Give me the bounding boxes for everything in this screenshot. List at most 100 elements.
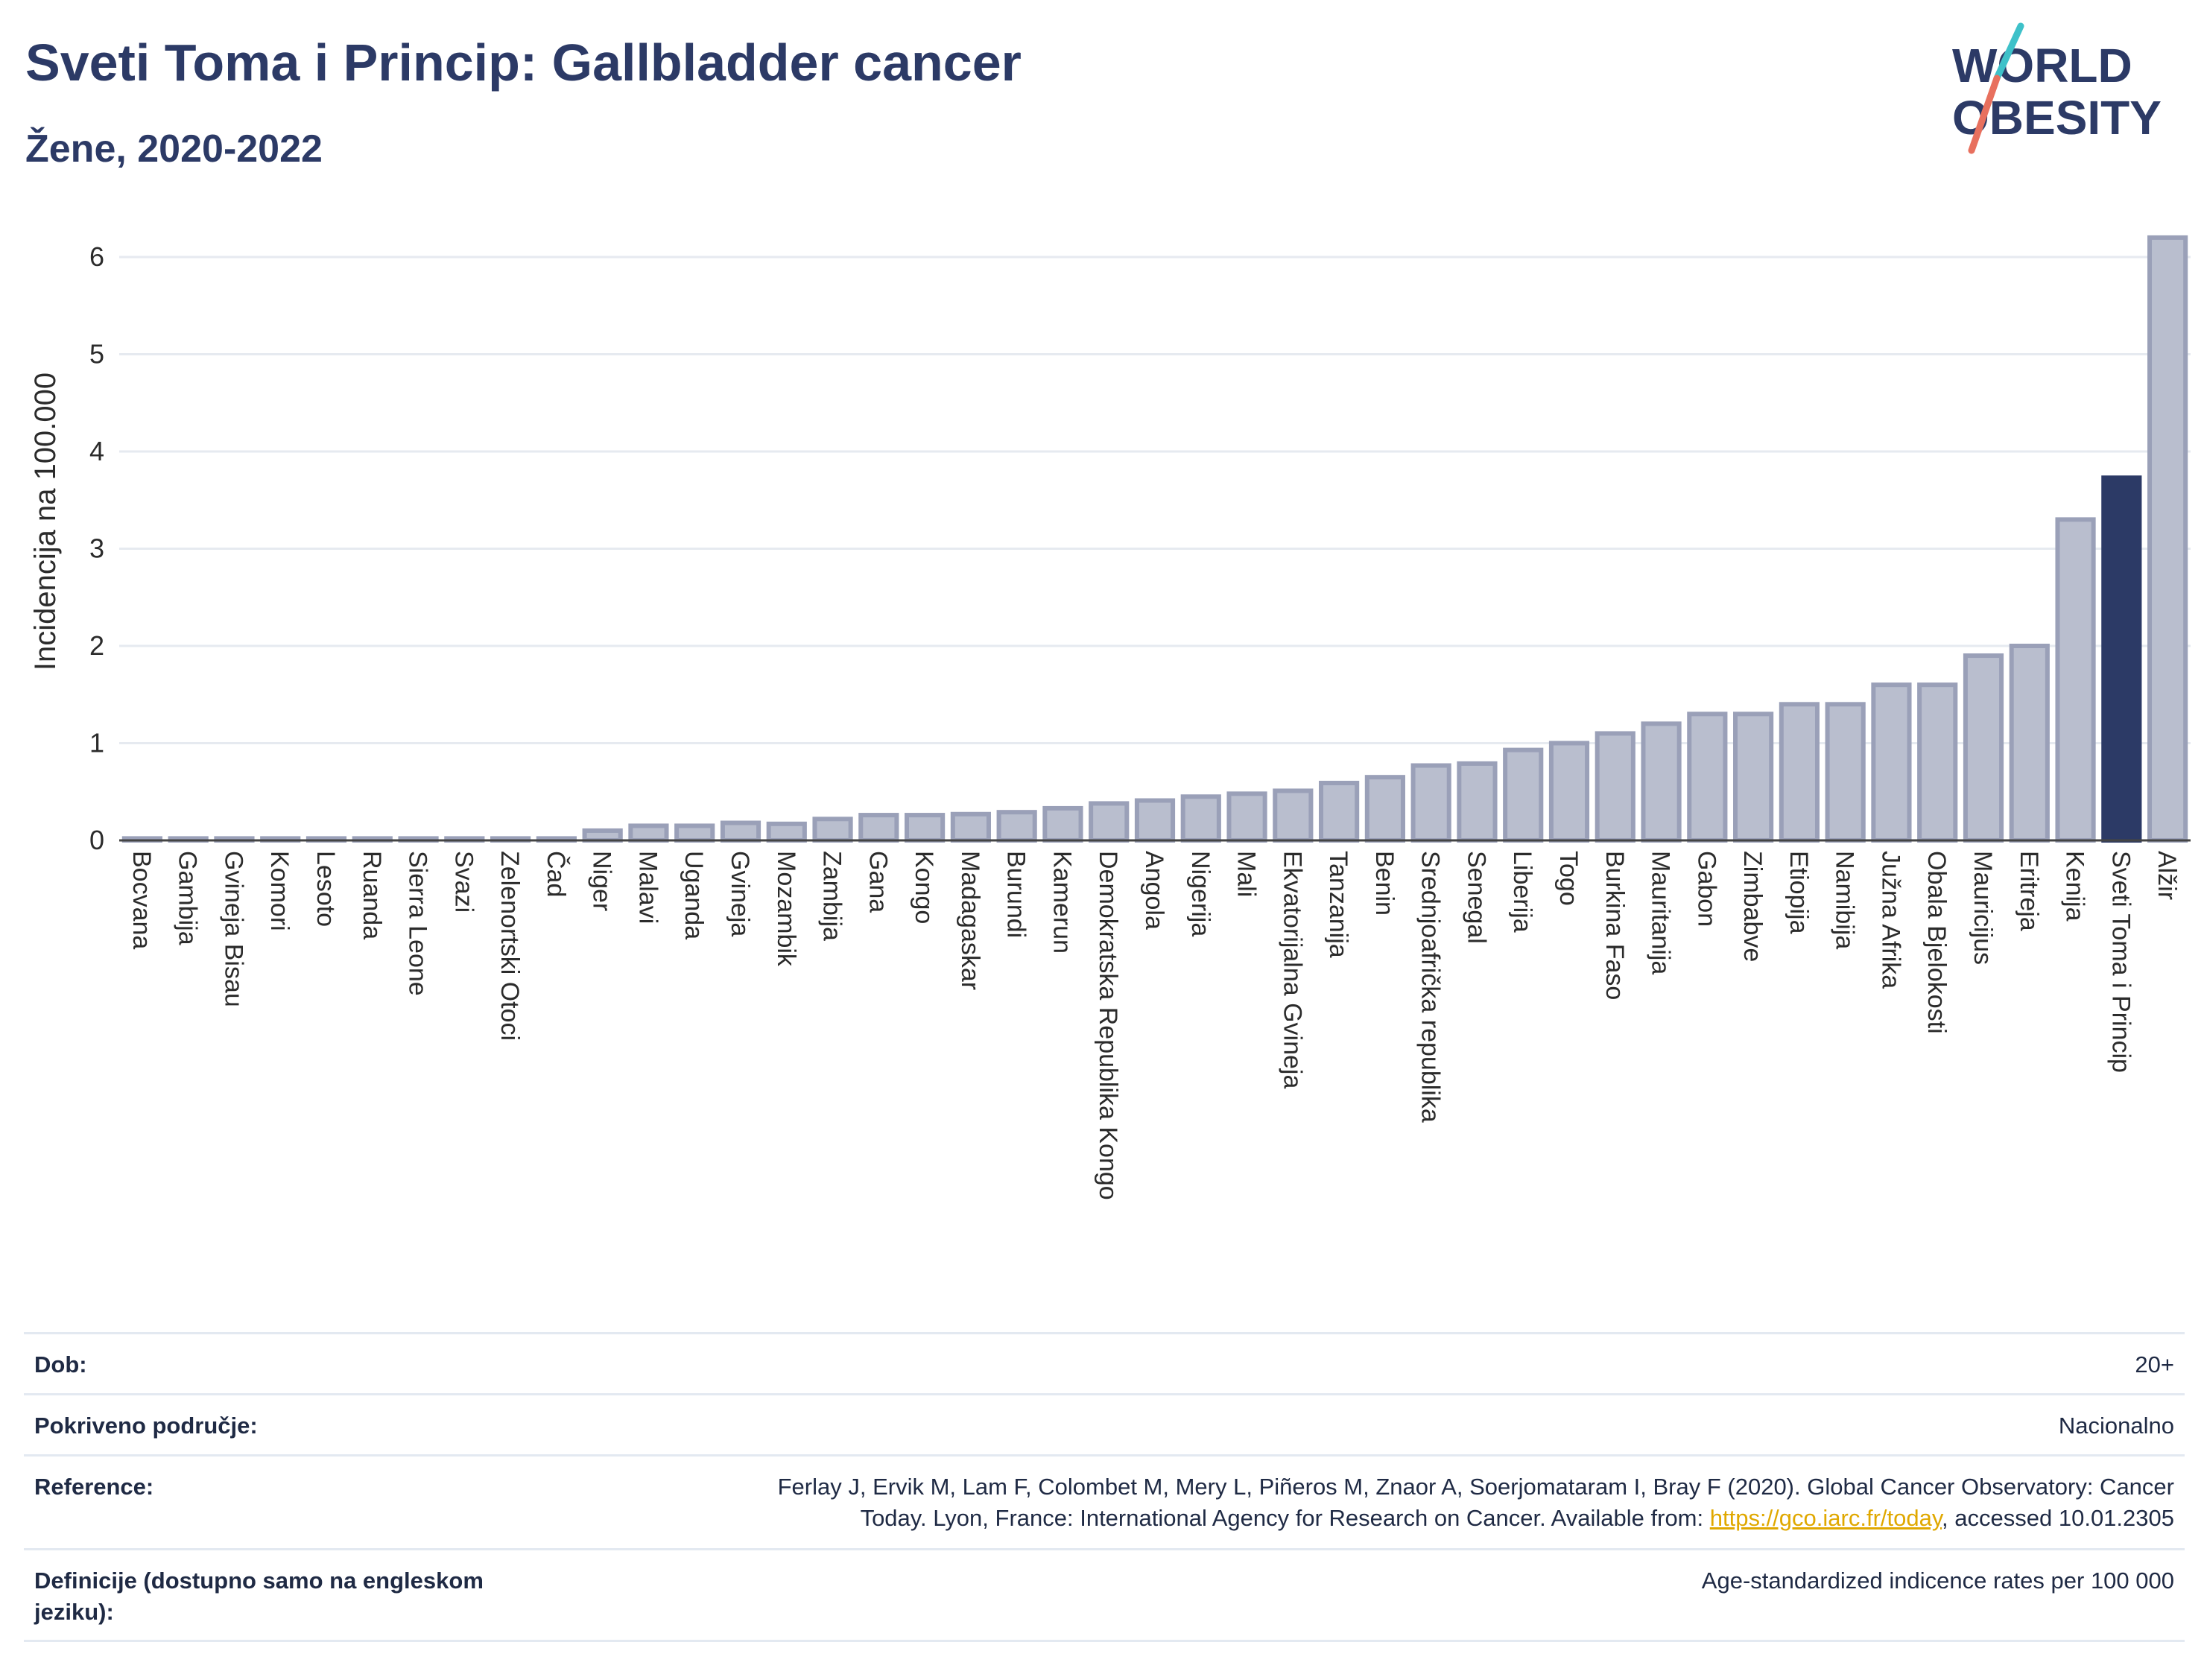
x-tick-label: Čad xyxy=(542,851,570,897)
x-tick-label: Niger xyxy=(588,851,616,911)
x-tick-label: Komori xyxy=(265,851,294,931)
reference-text-3: , accessed 10.01.2305 xyxy=(1942,1505,2174,1531)
x-tick-label: Gvineja Bisau xyxy=(219,851,247,1007)
x-tick-label: Lesoto xyxy=(311,851,340,927)
age-label: Dob: xyxy=(34,1351,87,1378)
x-tick-label: Burkina Faso xyxy=(1600,851,1629,1000)
reference-text-2: Today. Lyon, France: International Agenc… xyxy=(860,1505,1710,1531)
bars xyxy=(121,235,2188,843)
bar xyxy=(2147,235,2188,843)
y-axis-ticks: 0 1 2 3 4 5 6 xyxy=(89,241,104,855)
x-tick-label: Svazi xyxy=(449,851,478,913)
bar xyxy=(1134,798,1176,843)
bar xyxy=(1457,761,1498,843)
x-tick-label: Mali xyxy=(1232,851,1261,897)
info-row-definitions: Definicije (dostupno samo na engleskom j… xyxy=(24,1548,2185,1642)
bar xyxy=(1180,794,1221,843)
x-tick-label: Tanzanija xyxy=(1324,851,1352,958)
reference-link[interactable]: https://gco.iarc.fr/today xyxy=(1709,1505,1942,1531)
y-tick-label: 4 xyxy=(89,436,104,466)
x-tick-label: Mozambik xyxy=(772,851,800,967)
bar xyxy=(905,813,946,843)
x-tick-label: Uganda xyxy=(680,851,708,939)
bar xyxy=(1319,781,1360,843)
bar-chart: 0 1 2 3 4 5 6 Bocvana Gambija Gvineja Bisau Komor… xyxy=(29,235,2191,1200)
x-tick-label: Ruanda xyxy=(358,851,386,939)
x-tick-label: Kenija xyxy=(2061,851,2089,922)
info-row-reference: Reference: Ferlay J, Ervik M, Lam F, Col… xyxy=(24,1454,2185,1548)
x-tick-label: Obala Bjelokosti xyxy=(1922,851,1951,1034)
x-tick-label: Zimbabve xyxy=(1738,851,1767,962)
bar xyxy=(1226,791,1267,843)
y-tick-label: 2 xyxy=(89,630,104,661)
bar xyxy=(1364,775,1405,843)
x-tick-label: Zambija xyxy=(818,851,846,941)
definitions-value: Age-standardized indicence rates per 100… xyxy=(1701,1568,2174,1594)
definitions-label: Definicije (dostupno samo na engleskom j… xyxy=(34,1568,484,1625)
x-axis-ticks: Bocvana Gambija Gvineja Bisau Komori Lesoto R… xyxy=(127,851,2181,1200)
x-tick-label: Alžir xyxy=(2153,851,2181,900)
x-tick-label: Kongo xyxy=(910,851,938,924)
reference-text-1: Ferlay J, Ervik M, Lam F, Colombet M, Me… xyxy=(777,1474,2174,1500)
bar xyxy=(1641,721,1682,843)
x-tick-label: Namibija xyxy=(1831,851,1859,949)
y-tick-label: 3 xyxy=(89,533,104,564)
bar xyxy=(1089,801,1130,843)
bar xyxy=(720,820,761,843)
y-tick-label: 5 xyxy=(89,339,104,370)
bar xyxy=(1410,763,1451,843)
bar xyxy=(1825,702,1866,843)
bar xyxy=(1963,653,2004,843)
bar xyxy=(950,811,991,843)
x-tick-label: Bocvana xyxy=(127,851,156,949)
x-tick-label: Togo xyxy=(1554,851,1583,906)
x-tick-label: Demokratska Republika Kongo xyxy=(1094,851,1122,1200)
bar xyxy=(1548,741,1590,843)
bar xyxy=(2101,475,2142,843)
logo-slash-bottom xyxy=(1968,75,2001,154)
x-tick-label: Sveti Toma i Princip xyxy=(2106,851,2135,1073)
world-obesity-logo: WORLD OBESITY xyxy=(1952,22,2162,154)
x-tick-label: Eritreja xyxy=(2015,851,2043,931)
x-tick-label: Senegal xyxy=(1462,851,1490,944)
gridlines xyxy=(119,256,2191,744)
bar xyxy=(1779,702,1820,843)
bar xyxy=(858,813,899,843)
x-tick-label: Madagaskar xyxy=(956,851,984,990)
bar xyxy=(996,810,1037,843)
bar xyxy=(766,821,807,843)
y-tick-label: 1 xyxy=(89,728,104,758)
x-tick-label: Etiopija xyxy=(1785,851,1813,934)
chart-title: Sveti Toma i Princip: Gallbladder cancer xyxy=(25,34,1022,92)
bar xyxy=(1917,682,1958,843)
x-tick-label: Gabon xyxy=(1692,851,1720,927)
bar xyxy=(674,823,715,843)
x-tick-label: Mauritanija xyxy=(1647,851,1675,974)
bar xyxy=(1595,731,1635,843)
logo-slash-top xyxy=(1993,22,2024,82)
bar xyxy=(2055,517,2096,843)
x-tick-label: Liberija xyxy=(1508,851,1536,933)
x-tick-label: Benin xyxy=(1370,851,1399,916)
bar xyxy=(582,828,623,843)
x-tick-label: Sierra Leone xyxy=(404,851,432,996)
reference-value: Ferlay J, Ervik M, Lam F, Colombet M, Me… xyxy=(778,1471,2185,1534)
x-tick-label: Angola xyxy=(1140,851,1168,930)
chart-subtitle: Žene, 2020-2022 xyxy=(25,127,323,171)
x-tick-label: Zelenortski Otoci xyxy=(495,851,524,1041)
bar xyxy=(812,817,853,843)
x-tick-label: Gambija xyxy=(174,851,202,945)
x-tick-label: Mauricijus xyxy=(1969,851,1997,965)
x-tick-label: Burundi xyxy=(1002,851,1030,938)
bar xyxy=(1503,747,1544,843)
y-tick-label: 0 xyxy=(89,825,104,855)
x-tick-label: Malavi xyxy=(633,851,662,924)
info-row-area: Pokriveno područje: Nacionalno xyxy=(24,1393,2185,1454)
x-tick-label: Kamerun xyxy=(1048,851,1076,954)
bar xyxy=(1042,805,1083,843)
x-tick-label: Ekvatorijalna Gvineja xyxy=(1278,851,1306,1088)
info-row-age: Dob: 20+ xyxy=(24,1332,2185,1393)
y-tick-label: 6 xyxy=(89,241,104,272)
y-axis-label: Incidencija na 100.000 xyxy=(29,373,62,671)
bar xyxy=(1687,711,1728,843)
